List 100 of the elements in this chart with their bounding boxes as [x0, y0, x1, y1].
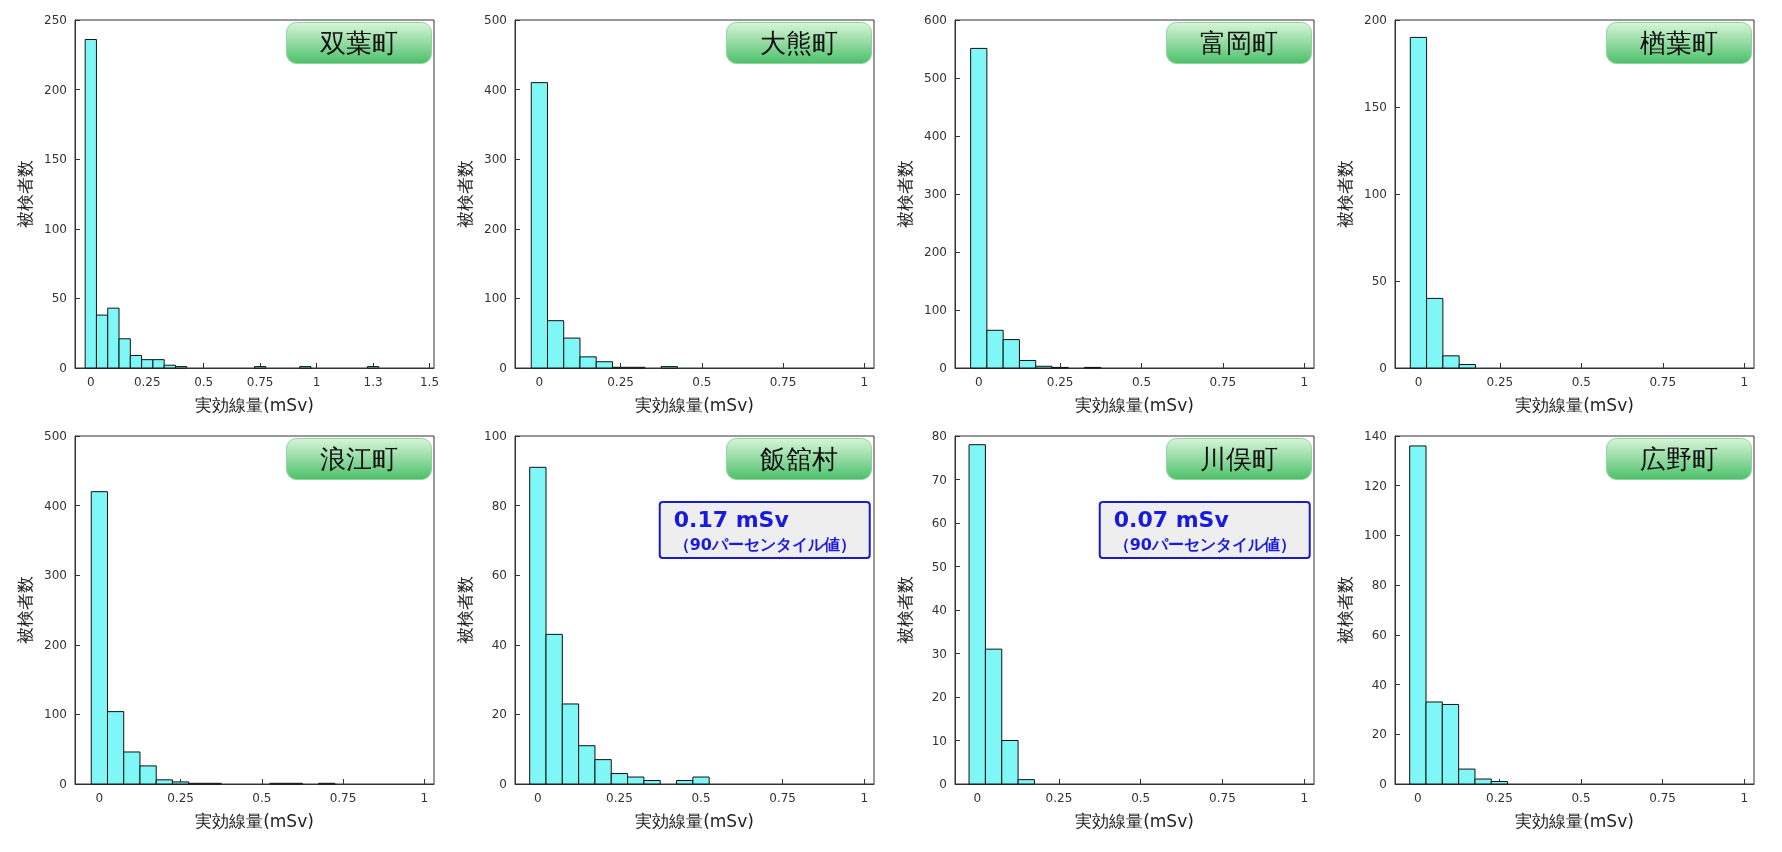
- y-axis-title: 被検者数: [1334, 160, 1355, 228]
- x-tick-label: 0: [974, 375, 983, 389]
- y-tick-label: 40: [931, 603, 947, 617]
- y-tick-label: 0: [1379, 361, 1387, 375]
- y-axis-title: 被検者数: [894, 160, 915, 228]
- x-tick-label: 0: [95, 791, 104, 805]
- y-tick-label: 20: [931, 690, 947, 704]
- y-tick-label: 100: [1364, 528, 1387, 543]
- x-tick-label: 0: [973, 791, 982, 805]
- y-tick-label: 200: [1364, 13, 1387, 27]
- y-tick-label: 100: [484, 429, 507, 443]
- x-tick-label: 0.5: [691, 791, 711, 805]
- y-tick-label: 60: [1371, 627, 1387, 642]
- y-tick-label: 250: [44, 13, 67, 27]
- chart-title: 飯舘村: [760, 444, 838, 474]
- x-tick-label: 1: [1300, 791, 1309, 805]
- x-tick-label: 1: [1740, 375, 1749, 389]
- x-tick-label: 0.25: [133, 375, 161, 389]
- x-tick-label: 0.75: [1209, 791, 1236, 805]
- y-axis-title: 被検者数: [454, 576, 475, 644]
- y-tick-label: 20: [491, 707, 507, 722]
- y-tick-label: 120: [1364, 478, 1387, 493]
- annotation: 0.17 mSv: [673, 506, 790, 532]
- x-tick-label: 0.75: [246, 375, 274, 389]
- y-axis-title: 被検者数: [14, 576, 35, 644]
- x-tick-label: 0: [86, 375, 95, 389]
- y-tick-label: 0: [1379, 777, 1387, 791]
- x-tick-label: 0: [1414, 791, 1422, 805]
- y-tick-label: 80: [491, 498, 507, 513]
- chart-title: 双葉町: [320, 28, 398, 58]
- x-tick-label: 0.75: [769, 375, 797, 389]
- x-tick-label: 1.3: [363, 375, 383, 389]
- y-tick-label: 100: [44, 221, 67, 236]
- chart-title: 浪江町: [320, 444, 398, 474]
- y-tick-label: 400: [484, 82, 507, 97]
- x-tick-label: 0.75: [1209, 375, 1237, 389]
- x-tick-label: 1: [312, 375, 321, 389]
- x-axis-title: 実効線量(mSv): [1075, 810, 1194, 831]
- y-tick-label: 0: [939, 361, 947, 375]
- x-axis-title: 実効線量(mSv): [195, 394, 314, 415]
- x-tick-label: 0.75: [329, 791, 357, 805]
- x-tick-label: 0.5: [1131, 791, 1151, 805]
- x-tick-label: 0.25: [606, 791, 633, 805]
- x-tick-label: 0.75: [769, 791, 796, 805]
- x-tick-label: 0.25: [1486, 375, 1514, 389]
- chart-title: 富岡町: [1200, 28, 1278, 58]
- x-tick-label: 1: [1740, 791, 1749, 805]
- y-tick-label: 0: [939, 777, 947, 791]
- y-tick-label: 100: [44, 707, 67, 722]
- y-tick-label: 0: [499, 361, 507, 375]
- y-tick-label: 50: [1371, 274, 1387, 288]
- y-tick-label: 600: [924, 13, 947, 27]
- x-tick-label: 1: [860, 375, 869, 389]
- y-axis-title: 被検者数: [894, 576, 915, 644]
- y-tick-label: 0: [59, 361, 67, 375]
- y-tick-label: 500: [484, 13, 507, 27]
- x-tick-label: 1.5: [419, 375, 440, 389]
- y-tick-label: 200: [924, 245, 947, 259]
- annotation: （90パーセンタイル値）: [1113, 534, 1296, 554]
- x-tick-label: 0.5: [1571, 375, 1591, 389]
- y-tick-label: 200: [44, 637, 67, 652]
- x-tick-label: 0.75: [1649, 791, 1676, 805]
- y-tick-label: 0: [499, 777, 507, 791]
- chart-title: 広野町: [1640, 444, 1718, 474]
- x-tick-label: 0: [534, 791, 542, 805]
- y-tick-label: 500: [924, 71, 947, 85]
- x-tick-label: 0.5: [692, 375, 712, 389]
- y-tick-label: 20: [1371, 727, 1387, 742]
- y-tick-label: 200: [484, 221, 507, 236]
- x-tick-label: 1: [420, 791, 429, 805]
- y-tick-label: 300: [484, 152, 507, 167]
- y-tick-label: 50: [931, 559, 947, 574]
- x-tick-label: 0.25: [167, 791, 194, 805]
- y-tick-label: 100: [1364, 187, 1387, 201]
- y-tick-label: 400: [924, 129, 947, 143]
- y-tick-label: 100: [924, 303, 947, 317]
- x-axis-title: 実効線量(mSv): [635, 394, 754, 415]
- x-tick-label: 0: [535, 375, 544, 389]
- y-tick-label: 400: [44, 498, 67, 513]
- x-tick-label: 0: [1414, 375, 1423, 389]
- x-tick-label: 0.25: [1486, 791, 1513, 805]
- x-tick-label: 0.75: [1649, 375, 1677, 389]
- y-tick-label: 0: [59, 777, 67, 791]
- x-axis-title: 実効線量(mSv): [1515, 810, 1634, 831]
- y-axis-title: 被検者数: [454, 160, 475, 228]
- y-tick-label: 140: [1364, 429, 1387, 443]
- x-tick-label: 0.25: [1046, 375, 1074, 389]
- chart-title: 楢葉町: [1640, 28, 1718, 58]
- x-tick-label: 1: [860, 791, 869, 805]
- y-axis-title: 被検者数: [1334, 576, 1355, 644]
- y-tick-label: 10: [931, 733, 947, 748]
- x-tick-label: 0.5: [194, 375, 214, 389]
- x-tick-label: 0.5: [1571, 791, 1591, 805]
- y-tick-label: 50: [51, 291, 67, 306]
- y-tick-label: 150: [1364, 100, 1387, 114]
- annotation: （90パーセンタイル値）: [673, 534, 856, 554]
- y-tick-label: 80: [1371, 578, 1387, 593]
- y-tick-label: 60: [491, 568, 507, 583]
- y-tick-label: 100: [484, 291, 507, 306]
- chart-title: 川俣町: [1200, 444, 1278, 474]
